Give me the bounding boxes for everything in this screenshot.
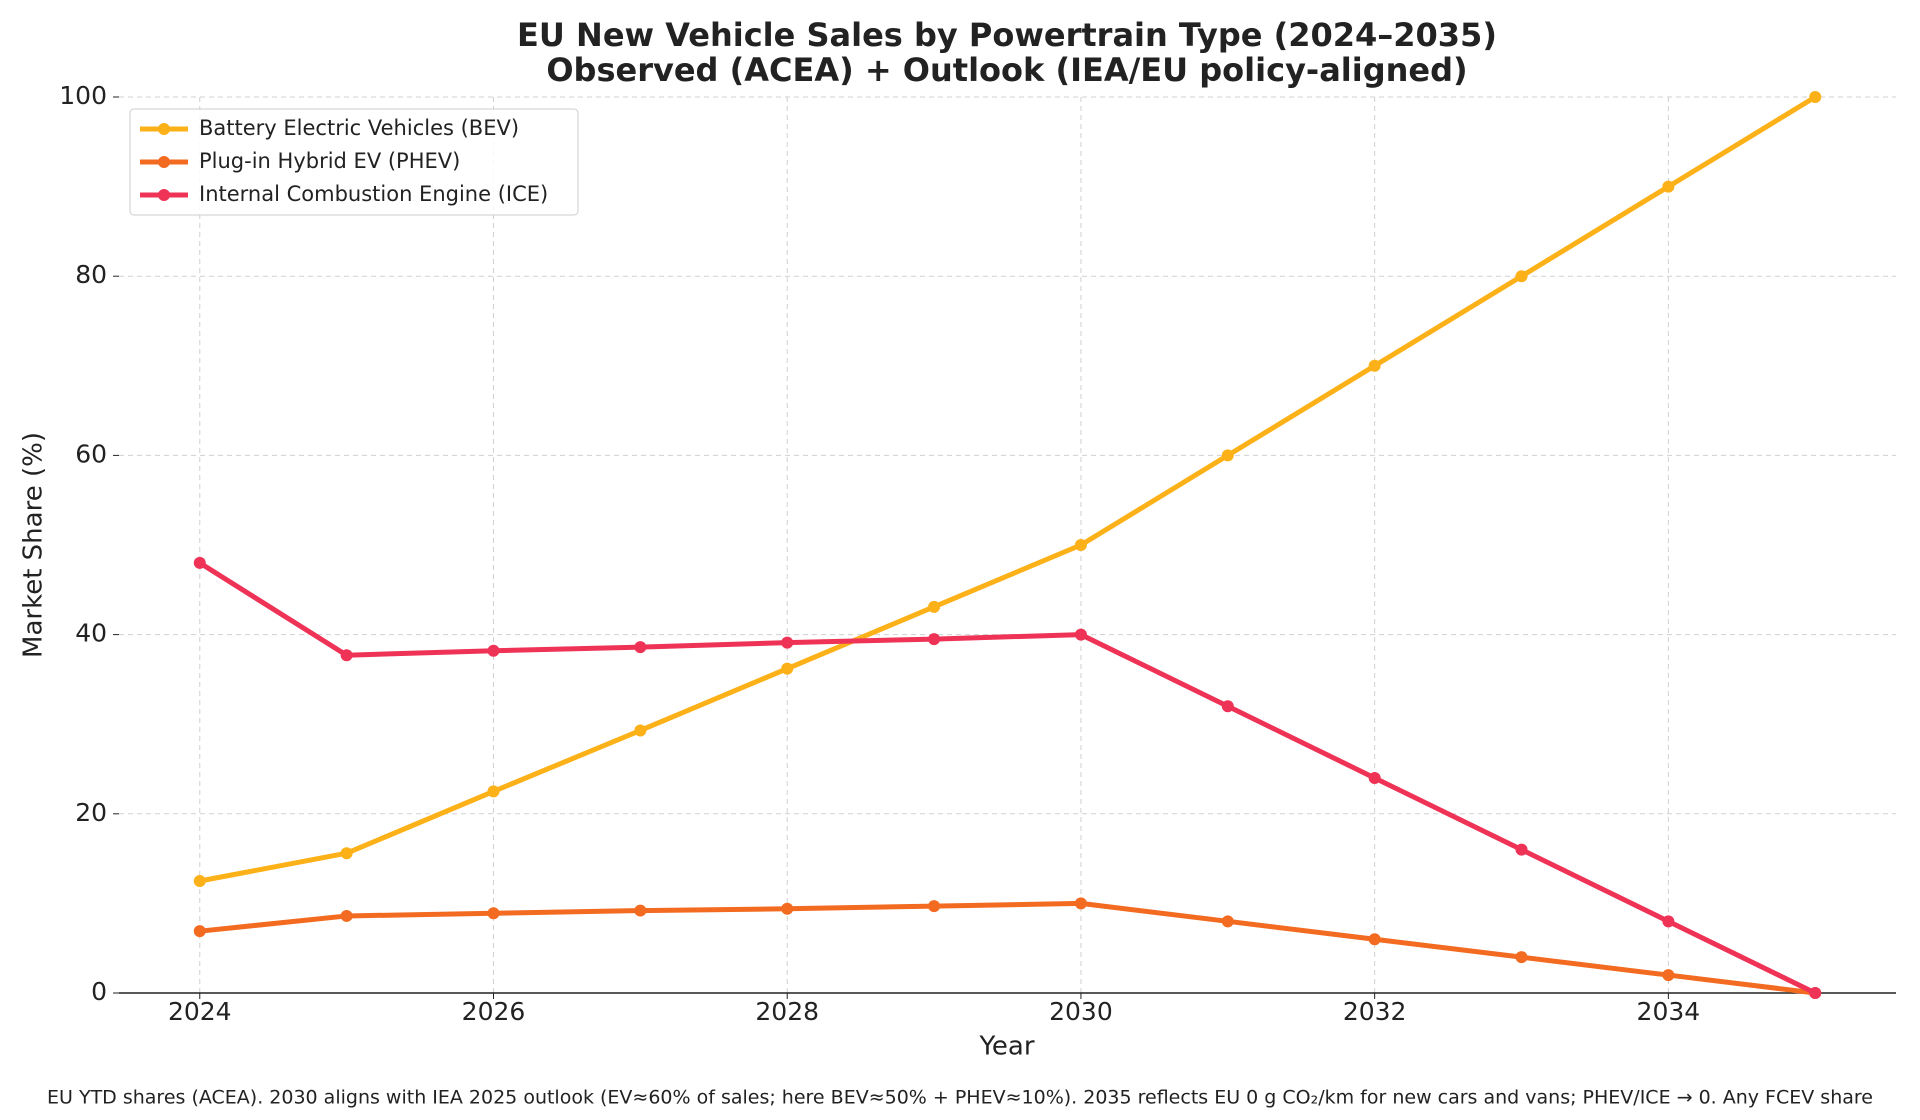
y-tick-label: 60 [75,439,107,468]
point [634,724,647,737]
point [340,649,353,662]
x-tick-label: 2028 [755,997,819,1026]
x-tick-label: 2034 [1637,997,1701,1026]
point [634,641,647,654]
x-tick-label: 2026 [462,997,526,1026]
series-line [199,94,1817,884]
y-tick-label: 0 [91,977,107,1006]
point [1662,969,1675,982]
legend-marker [158,156,170,168]
point [1662,915,1675,928]
point [1662,180,1675,193]
point [487,907,500,920]
point [193,556,206,569]
point [1515,951,1528,964]
point [340,847,353,860]
point [781,902,794,915]
point [1074,539,1087,551]
point [1368,771,1381,784]
legend-label: Battery Electric Vehicles (BEV) [199,116,519,140]
point [1809,91,1822,103]
legend-label: Internal Combustion Engine (ICE) [199,182,548,206]
point [487,785,500,798]
chart-title: EU New Vehicle Sales by Powertrain Type … [517,16,1497,54]
y-tick-label: 40 [75,619,107,648]
x-tick-label: 2030 [1049,997,1113,1026]
point [340,909,353,922]
point [1074,628,1087,641]
point [1368,933,1381,946]
point [1368,359,1381,372]
point [1515,270,1528,283]
legend-label: Plug-in Hybrid EV (PHEV) [199,149,460,173]
footnote: EU YTD shares (ACEA). 2030 aligns with I… [47,1087,1873,1109]
point [634,904,647,917]
point [928,600,941,613]
point [1221,915,1234,928]
point [193,875,206,887]
series-line [198,560,1817,996]
point [193,925,206,938]
legend-marker [158,189,170,201]
point [928,633,941,646]
point [1221,449,1234,462]
point [1515,843,1528,856]
point [928,900,941,913]
legend-box [129,108,579,216]
point [1221,700,1234,713]
point [1809,987,1822,999]
chart-subtitle: Observed (ACEA) + Outlook (IEA/EU policy… [546,51,1467,89]
legend-marker [158,123,170,135]
point [1074,897,1087,910]
series-line [199,900,1816,996]
y-axis-label: Market Share (%) [19,432,49,658]
point [781,636,794,649]
x-axis-label: Year [978,1032,1034,1062]
y-tick-label: 100 [59,81,107,110]
y-tick-label: 80 [75,260,107,289]
x-tick-label: 2032 [1343,997,1407,1026]
y-tick-label: 20 [75,798,107,827]
x-tick-label: 2024 [168,997,232,1026]
point [487,644,500,657]
point [781,662,794,675]
